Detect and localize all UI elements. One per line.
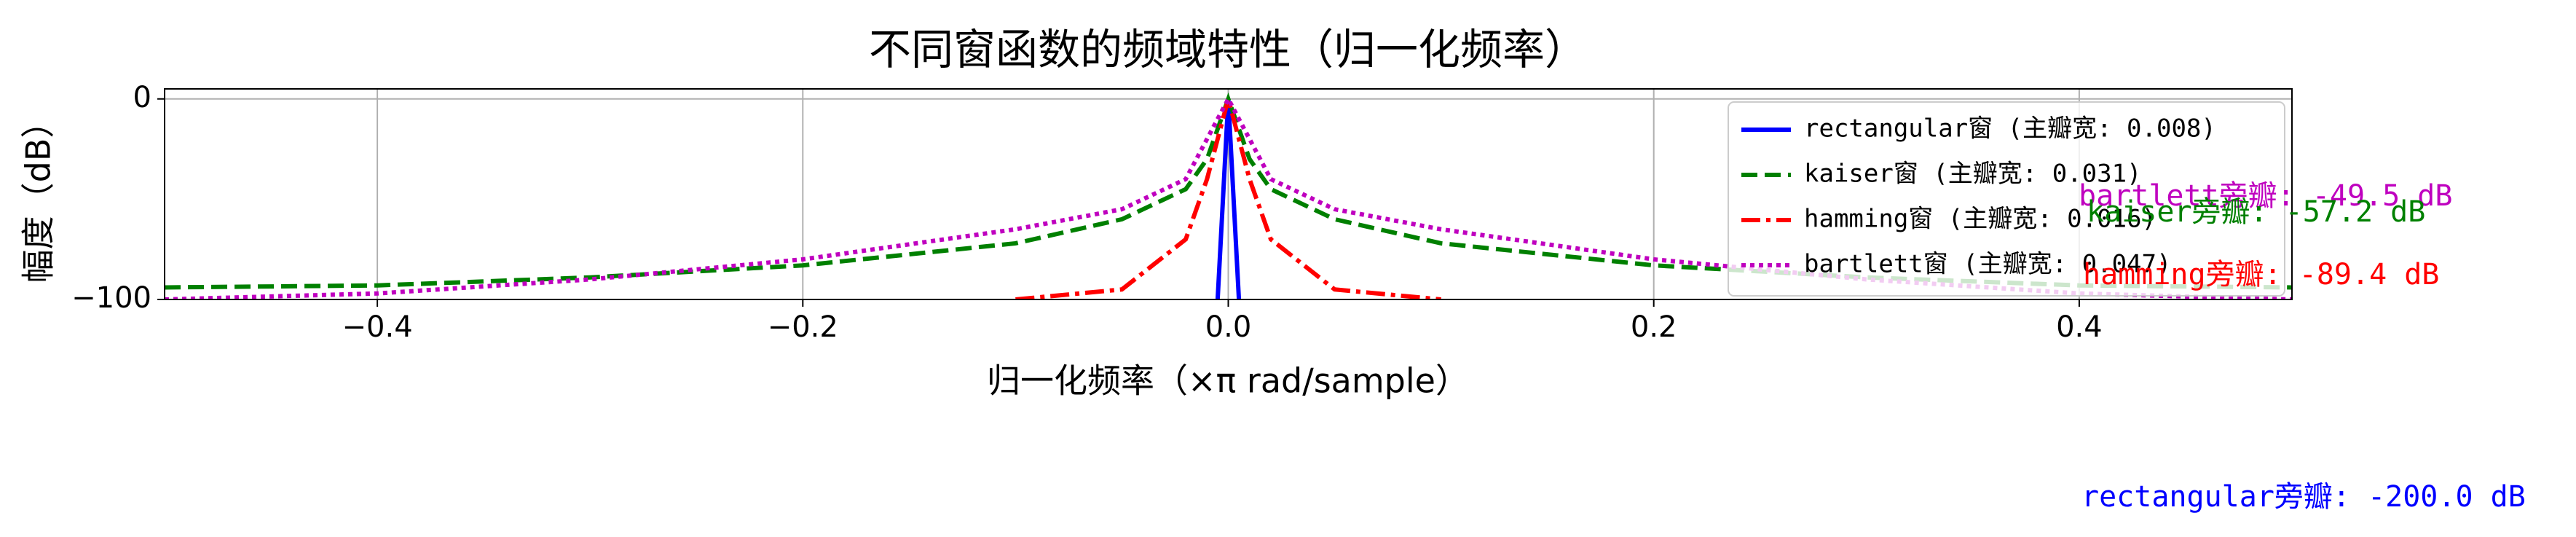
plot-area [165, 90, 2292, 299]
legend-box [1728, 101, 2285, 297]
series-line [165, 92, 2292, 290]
annotation: rectangular旁瓣: -200.0 dB [2081, 480, 2526, 514]
series-line [1015, 90, 1441, 299]
legend-label: rectangular窗 (主瓣宽: 0.008) [1804, 114, 2216, 144]
legend-label: hamming窗 (主瓣宽: 0.016) [1804, 205, 2156, 234]
x-tick-label: −0.4 [342, 310, 413, 344]
annotation: kaiser旁瓣: -57.2 dB [2087, 195, 2425, 229]
annotation: bartlett旁瓣: -49.5 dB [2079, 179, 2452, 213]
x-tick-label: −0.2 [768, 310, 838, 344]
x-axis-label: 归一化频率（×π rad/sample） [987, 361, 1469, 401]
series-line [165, 94, 2292, 299]
plot-frame [164, 88, 2293, 300]
y-tick-label: −100 [71, 281, 151, 315]
x-tick-label: 0.4 [2056, 310, 2103, 344]
chart-title: 不同窗函数的频域特性（归一化频率） [869, 25, 1587, 74]
annotation: hamming旁瓣: -89.4 dB [2083, 258, 2439, 291]
y-axis-label: 幅度（dB） [19, 105, 58, 283]
x-tick-label: 0.0 [1205, 310, 1252, 344]
legend-label: bartlett窗 (主瓣宽: 0.047) [1804, 250, 2171, 279]
y-tick-label: 0 [133, 81, 151, 114]
x-tick-label: 0.2 [1631, 310, 1677, 344]
legend-label: kaiser窗 (主瓣宽: 0.031) [1804, 160, 2142, 189]
